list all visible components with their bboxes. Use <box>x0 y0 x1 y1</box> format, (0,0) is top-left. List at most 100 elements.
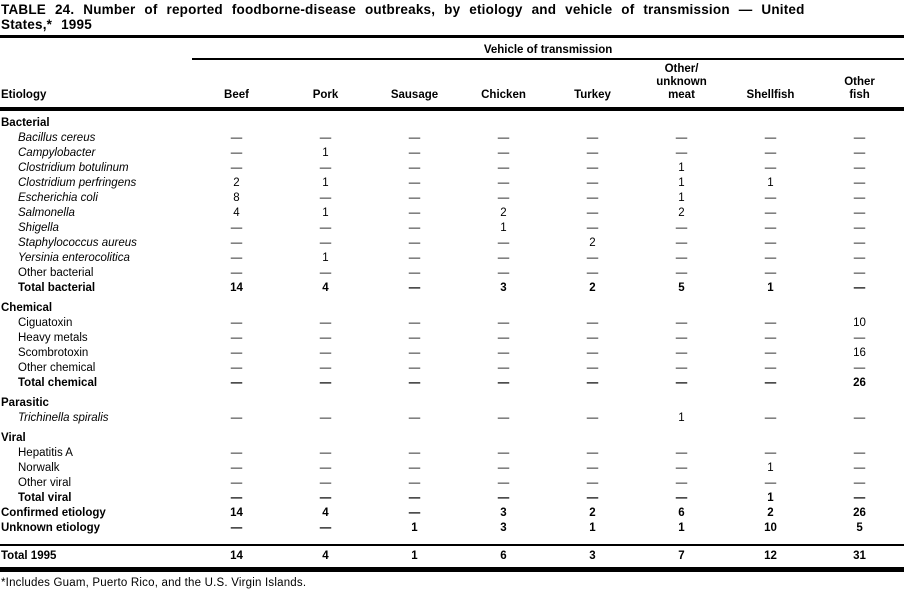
cell-value: — <box>675 377 688 389</box>
cell-value: — <box>675 462 688 474</box>
cell-value: 1 <box>370 544 459 572</box>
cell-value: 14 <box>192 544 281 572</box>
cell-value: — <box>586 447 599 459</box>
cell-value: — <box>853 162 866 174</box>
table-row: Escherichia coli 8 — — — — 1 — — <box>0 191 904 206</box>
cell-value: — <box>675 132 688 144</box>
table-row: Total 1995 14 4 1 6 3 7 12 31 <box>0 544 904 572</box>
cell-value: — <box>764 412 777 424</box>
cell-value: 26 <box>853 377 866 389</box>
cell-value: — <box>319 377 332 389</box>
cell-value: — <box>764 207 777 219</box>
section-row: Parasitic <box>0 391 904 411</box>
row-label: Bacterial <box>1 117 50 129</box>
cell-value: — <box>675 492 688 504</box>
cell-value: — <box>497 147 510 159</box>
row-label: Hepatitis A <box>18 447 73 459</box>
cell-value: — <box>497 252 510 264</box>
cell-value: — <box>586 412 599 424</box>
cell-value: 6 <box>678 507 685 519</box>
section-row: Chemical <box>0 296 904 316</box>
section-row: Bacterial <box>0 109 904 131</box>
cell-value: — <box>230 522 243 534</box>
cell-value: — <box>497 317 510 329</box>
cell-value: — <box>408 147 421 159</box>
cell-value: 3 <box>500 282 507 294</box>
table-row: Other viral — — — — — — — — <box>0 476 904 491</box>
table-row: Staphylococcus aureus — — — — 2 — — — <box>0 236 904 251</box>
col-header-beef: Beef <box>192 59 281 111</box>
cell-value: — <box>586 147 599 159</box>
cell-value: — <box>497 447 510 459</box>
cell-value: — <box>497 177 510 189</box>
cell-value: — <box>853 462 866 474</box>
cell-value: — <box>586 132 599 144</box>
cell-value: — <box>230 347 243 359</box>
cell-value: — <box>408 222 421 234</box>
cell-value: — <box>408 347 421 359</box>
cell-value: — <box>853 477 866 489</box>
cell-value: — <box>319 132 332 144</box>
cell-value: 2 <box>500 207 507 219</box>
cell-value: — <box>319 412 332 424</box>
cell-value: — <box>586 347 599 359</box>
cell-value: — <box>497 267 510 279</box>
cell-value: — <box>497 477 510 489</box>
cell-value: — <box>230 162 243 174</box>
cell-value: — <box>408 332 421 344</box>
spanner-row: Vehicle of transmission <box>0 44 904 60</box>
cell-value: — <box>408 237 421 249</box>
cell-value: 1 <box>678 192 685 204</box>
cell-value: — <box>319 192 332 204</box>
table-row: Ciguatoxin — — — — — — — 10 <box>0 316 904 331</box>
cell-value: — <box>408 507 421 519</box>
cell-value: — <box>319 492 332 504</box>
cell-value: — <box>764 252 777 264</box>
cell-value: — <box>497 237 510 249</box>
cell-value: 2 <box>678 207 685 219</box>
col-header-sausage: Sausage <box>370 59 459 111</box>
cell-value: — <box>853 447 866 459</box>
cell-value: — <box>319 347 332 359</box>
cell-value: — <box>586 362 599 374</box>
row-label: Escherichia coli <box>18 192 98 204</box>
cell-value: — <box>853 332 866 344</box>
cell-value: — <box>497 362 510 374</box>
cell-value: — <box>497 162 510 174</box>
cell-value: — <box>853 177 866 189</box>
col-header-other-fish: Other fish <box>815 59 904 111</box>
row-label: Heavy metals <box>18 332 88 344</box>
cell-value: — <box>408 162 421 174</box>
cell-value: — <box>675 317 688 329</box>
cell-value: — <box>586 477 599 489</box>
table-row: Clostridium perfringens 2 1 — — — 1 1 — <box>0 176 904 191</box>
cell-value: — <box>497 412 510 424</box>
row-label: Staphylococcus aureus <box>18 237 137 249</box>
col-header-shellfish: Shellfish <box>726 59 815 111</box>
cell-value: — <box>764 147 777 159</box>
table-row: Clostridium botulinum — — — — — 1 — — <box>0 161 904 176</box>
row-label: Total bacterial <box>18 282 96 294</box>
row-label: Scombrotoxin <box>18 347 89 359</box>
cell-value: — <box>675 362 688 374</box>
cell-value: — <box>675 477 688 489</box>
cell-value: — <box>764 377 777 389</box>
cell-value: — <box>230 332 243 344</box>
cell-value: — <box>764 192 777 204</box>
cell-value: 2 <box>767 507 774 519</box>
cell-value: 2 <box>589 282 596 294</box>
table-row: Other chemical — — — — — — — — <box>0 361 904 376</box>
cell-value: — <box>764 362 777 374</box>
cell-value: — <box>586 317 599 329</box>
cell-value: — <box>319 267 332 279</box>
row-label: Norwalk <box>18 462 60 474</box>
cell-value: 1 <box>767 282 774 294</box>
row-label: Ciguatoxin <box>18 317 73 329</box>
cell-value: — <box>853 362 866 374</box>
cell-value: 1 <box>678 522 685 534</box>
cell-value: 10 <box>853 317 866 329</box>
cell-value: 12 <box>726 544 815 572</box>
cell-value: — <box>319 162 332 174</box>
cell-value: — <box>853 267 866 279</box>
cell-value: — <box>853 492 866 504</box>
